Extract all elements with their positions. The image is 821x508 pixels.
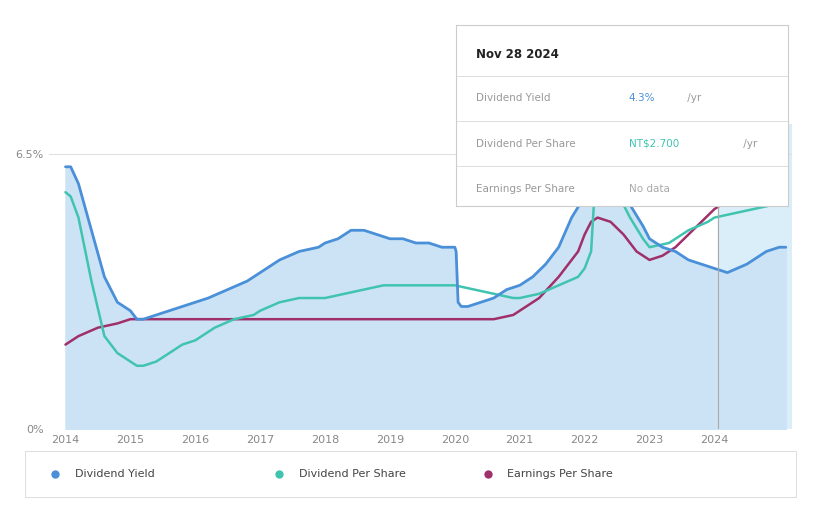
Text: NT$2.700: NT$2.700 — [629, 139, 679, 148]
Text: Dividend Yield: Dividend Yield — [75, 469, 154, 479]
Text: Past: Past — [722, 155, 745, 166]
Text: /yr: /yr — [741, 139, 758, 148]
Text: No data: No data — [629, 183, 669, 194]
Text: Earnings Per Share: Earnings Per Share — [507, 469, 612, 479]
Text: Earnings Per Share: Earnings Per Share — [475, 183, 575, 194]
Text: 4.3%: 4.3% — [629, 93, 655, 104]
Text: Nov 28 2024: Nov 28 2024 — [475, 48, 558, 61]
Bar — [718, 124, 792, 429]
Text: Dividend Per Share: Dividend Per Share — [475, 139, 576, 148]
Text: Dividend Yield: Dividend Yield — [475, 93, 550, 104]
Text: /yr: /yr — [685, 93, 702, 104]
Text: Dividend Per Share: Dividend Per Share — [299, 469, 406, 479]
